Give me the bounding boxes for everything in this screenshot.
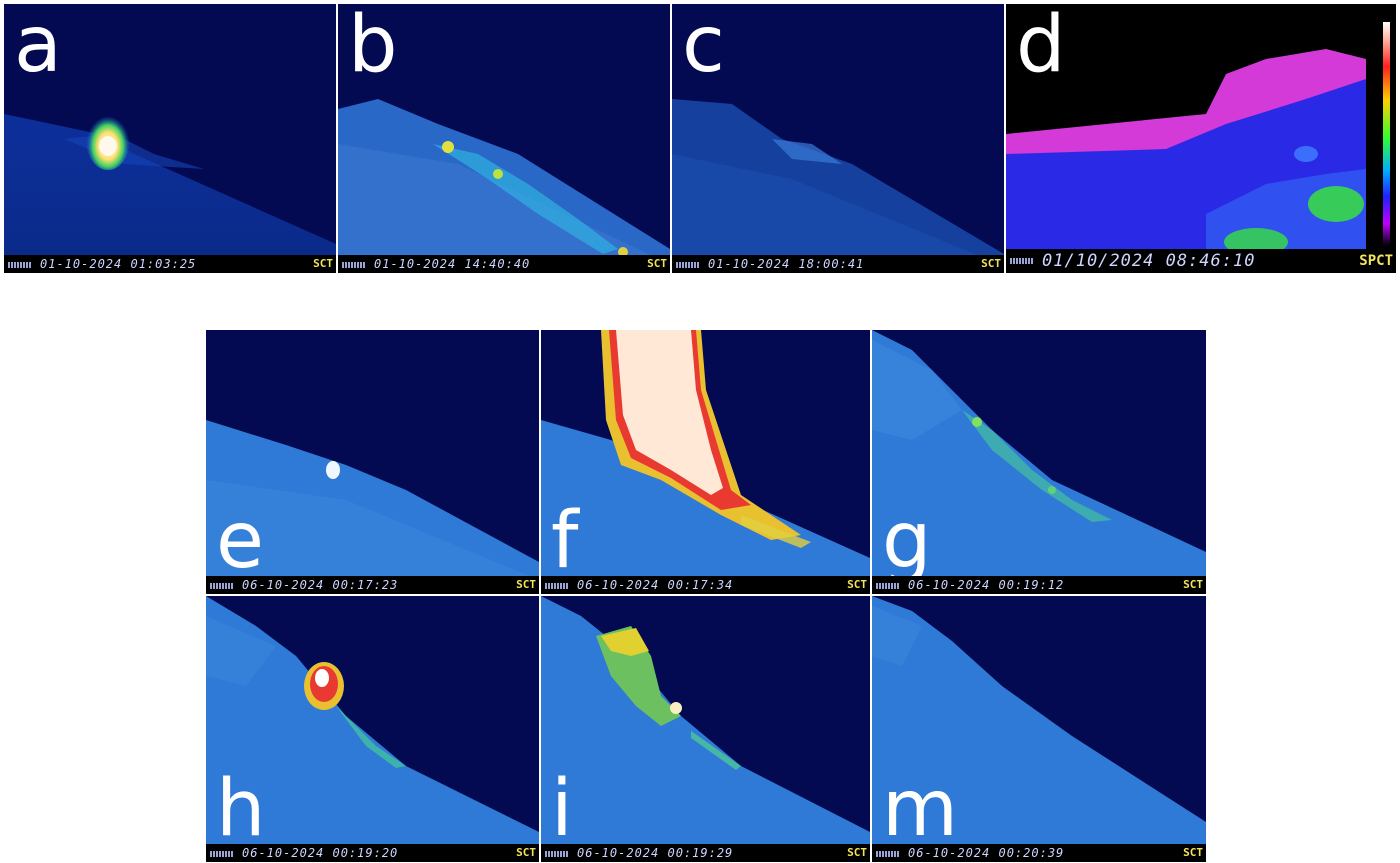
- panel-label: m: [882, 764, 958, 854]
- panel-label: b: [348, 4, 398, 90]
- thermal-frame-f: [541, 330, 870, 594]
- timestamp: 01-10-2024 18:00:41: [708, 257, 865, 271]
- panel-h: h 06-10-2024 00:19:20 SCT: [206, 596, 539, 862]
- panel-label: d: [1016, 4, 1066, 90]
- camera-logo-icon: [876, 850, 900, 857]
- timestamp: 01-10-2024 01:03:25: [40, 257, 197, 271]
- camera-tag: SCT: [1183, 578, 1203, 591]
- timestamp: 01-10-2024 14:40:40: [374, 257, 531, 271]
- thermal-frame-b: [338, 4, 670, 273]
- panel-label: f: [551, 496, 579, 586]
- thermal-frame-i: [541, 596, 870, 862]
- timestamp-bar: 06-10-2024 00:20:39 SCT: [872, 844, 1206, 862]
- camera-tag: SCT: [847, 578, 867, 591]
- timestamp: 06-10-2024 00:19:20: [242, 846, 399, 860]
- panel-f: f 06-10-2024 00:17:34 SCT: [541, 330, 870, 594]
- panel-label: e: [216, 496, 264, 586]
- panel-d: d 01/10/2024 08:46:10 SPCT: [1006, 4, 1396, 273]
- camera-tag: SCT: [847, 846, 867, 859]
- thermal-frame-a: [4, 4, 336, 273]
- camera-logo-icon: [545, 850, 569, 857]
- panel-m: m 06-10-2024 00:20:39 SCT: [872, 596, 1206, 862]
- timestamp: 06-10-2024 00:19:29: [577, 846, 734, 860]
- timestamp-bar: 01-10-2024 01:03:25 SCT: [4, 255, 336, 273]
- timestamp-bar: 06-10-2024 00:19:29 SCT: [541, 844, 870, 862]
- panel-label: a: [14, 4, 62, 90]
- thermal-frame-e: [206, 330, 539, 594]
- timestamp-bar: 06-10-2024 00:19:12 SCT: [872, 576, 1206, 594]
- panel-label: i: [551, 764, 573, 854]
- camera-tag: SCT: [516, 846, 536, 859]
- panel-b: b 01-10-2024 14:40:40 SCT: [338, 4, 670, 273]
- thermal-frame-g: [872, 330, 1206, 594]
- camera-logo-icon: [545, 582, 569, 589]
- camera-logo-icon: [210, 582, 234, 589]
- timestamp-bar: 06-10-2024 00:17:23 SCT: [206, 576, 539, 594]
- panel-c: c 01-10-2024 18:00:41 SCT: [672, 4, 1004, 273]
- panel-a: a 01-10-2024 01:03:25 SCT: [4, 4, 336, 273]
- camera-logo-icon: [8, 261, 32, 268]
- panel-label: c: [682, 4, 725, 90]
- timestamp: 06-10-2024 00:17:34: [577, 578, 734, 592]
- temperature-color-scale: [1383, 22, 1390, 246]
- thermal-frame-m: [872, 596, 1206, 862]
- camera-logo-icon: [342, 261, 366, 268]
- camera-tag: SCT: [313, 257, 333, 270]
- camera-tag: SPCT: [1359, 253, 1393, 269]
- timestamp: 06-10-2024 00:19:12: [908, 578, 1065, 592]
- panel-e: e 06-10-2024 00:17:23 SCT: [206, 330, 539, 594]
- camera-logo-icon: [1010, 258, 1034, 264]
- timestamp-bar: 01/10/2024 08:46:10 SPCT: [1006, 249, 1396, 273]
- timestamp-bar: 06-10-2024 00:17:34 SCT: [541, 576, 870, 594]
- timestamp: 06-10-2024 00:20:39: [908, 846, 1065, 860]
- camera-logo-icon: [210, 850, 234, 857]
- panel-label: h: [216, 764, 266, 854]
- thermal-frame-h: [206, 596, 539, 862]
- timestamp-bar: 01-10-2024 18:00:41 SCT: [672, 255, 1004, 273]
- camera-logo-icon: [876, 582, 900, 589]
- camera-tag: SCT: [647, 257, 667, 270]
- timestamp: 06-10-2024 00:17:23: [242, 578, 399, 592]
- timestamp: 01/10/2024 08:46:10: [1042, 251, 1256, 271]
- timestamp-bar: 06-10-2024 00:19:20 SCT: [206, 844, 539, 862]
- thermal-frame-c: [672, 4, 1004, 273]
- camera-tag: SCT: [981, 257, 1001, 270]
- panel-i: i 06-10-2024 00:19:29 SCT: [541, 596, 870, 862]
- panel-label: g: [882, 496, 932, 586]
- camera-tag: SCT: [1183, 846, 1203, 859]
- timestamp-bar: 01-10-2024 14:40:40 SCT: [338, 255, 670, 273]
- camera-logo-icon: [676, 261, 700, 268]
- camera-tag: SCT: [516, 578, 536, 591]
- panel-g: g 06-10-2024 00:19:12 SCT: [872, 330, 1206, 594]
- thermal-frame-d: [1006, 4, 1396, 273]
